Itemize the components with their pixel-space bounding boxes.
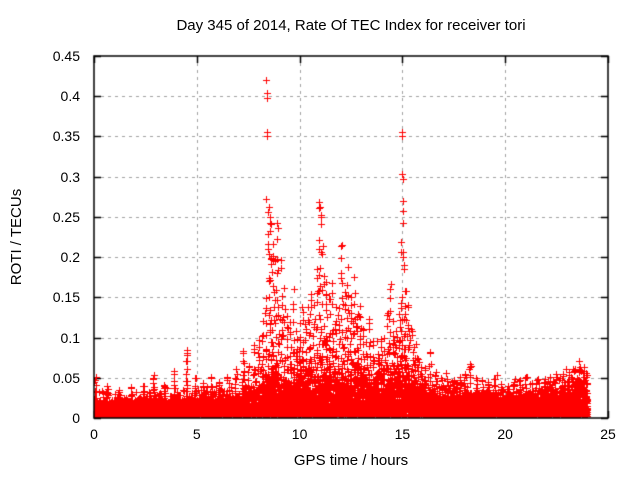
y-tick-label-0.15: 0.15 <box>52 289 80 306</box>
x-tick-label-0: 0 <box>90 426 98 442</box>
y-tick-label-0.35: 0.35 <box>52 128 80 145</box>
y-axis-label: ROTI / TECUs <box>8 188 25 286</box>
y-tick-label-0.40: 0.4 <box>60 88 80 105</box>
y-tick-label-0.00: 0 <box>72 410 80 426</box>
x-tick-label-5: 5 <box>192 426 201 442</box>
y-tick-label-0.25: 0.25 <box>52 208 80 225</box>
y-tick-label-0.20: 0.2 <box>60 249 80 266</box>
y-tick-label-0.30: 0.3 <box>60 168 80 185</box>
x-tick-label-15: 15 <box>394 426 411 442</box>
y-tick-label-0.05: 0.05 <box>52 369 80 386</box>
x-tick-label-20: 20 <box>497 426 513 442</box>
x-axis-label: GPS time / hours <box>293 452 409 469</box>
chart-title: Day 345 of 2014, Rate Of TEC Index for r… <box>176 17 526 34</box>
y-tick-label-0.45: 0.45 <box>52 48 80 64</box>
x-tick-label-25: 25 <box>600 426 616 442</box>
x-tick-label-10: 10 <box>291 426 308 442</box>
y-tick-label-0.10: 0.1 <box>60 329 80 346</box>
